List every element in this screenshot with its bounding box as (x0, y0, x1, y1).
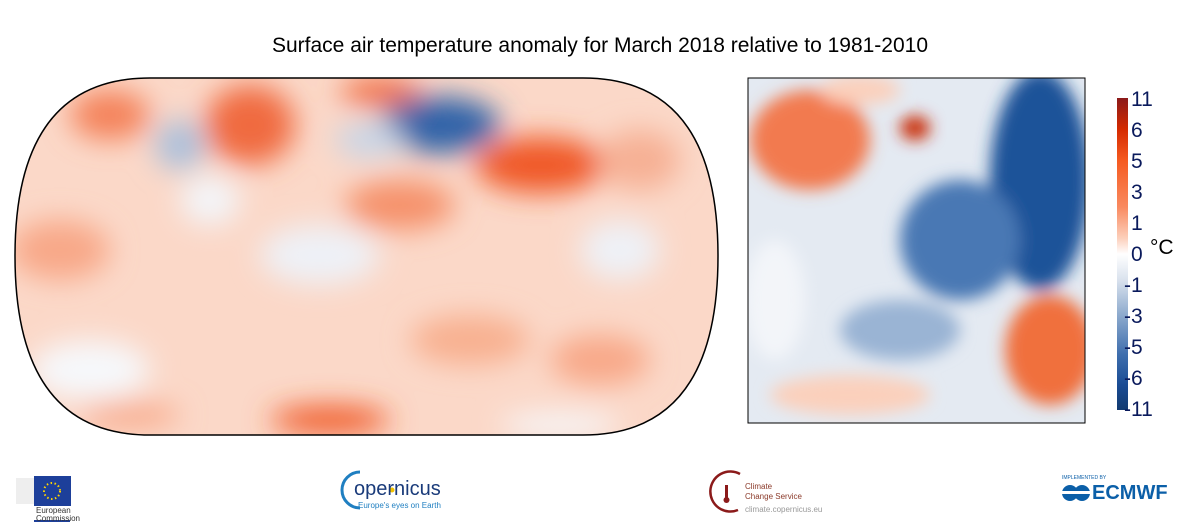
copernicus-wordmark: opernicus (354, 478, 441, 500)
colorbar-tick: 5 (1131, 150, 1143, 173)
colorbar (1117, 98, 1128, 410)
colorbar-tick: 1 (1131, 212, 1143, 235)
colorbar-tick: -11 (1124, 398, 1153, 421)
colorbar-tick: 3 (1131, 181, 1143, 204)
colorbar-tick: 0 (1131, 243, 1143, 266)
colorbar-tick: -5 (1124, 336, 1143, 359)
climate-change-service-logo (709, 470, 741, 513)
colorbar-unit: °C (1150, 236, 1174, 259)
ec-logo-text: European Commission (36, 506, 81, 523)
world-map (15, 78, 718, 435)
ccs-url: climate.copernicus.eu (745, 505, 823, 514)
european-commission-logo (16, 476, 71, 522)
ecmwf-implemented-by: IMPLEMENTED BY (1062, 475, 1107, 481)
colorbar-tick: -1 (1124, 274, 1143, 297)
colorbar-tick: -3 (1124, 305, 1143, 328)
ccs-text-1: Climate (745, 482, 773, 491)
copernicus-tagline: Europe's eyes on Earth (358, 501, 441, 510)
chart-title: Surface air temperature anomaly for Marc… (271, 34, 929, 57)
colorbar-tick: -6 (1124, 367, 1143, 390)
copernicus-logo (340, 470, 395, 510)
ecmwf-logo (1062, 485, 1090, 501)
europe-map-border (747, 77, 1086, 424)
ecmwf-wordmark: ECMWF (1092, 482, 1168, 504)
world-map-border (14, 77, 719, 436)
ccs-text-2: Change Service (745, 492, 802, 501)
colorbar-tick: 11 (1131, 88, 1153, 111)
colorbar-tick: 6 (1131, 119, 1143, 142)
europe-map (748, 78, 1085, 423)
